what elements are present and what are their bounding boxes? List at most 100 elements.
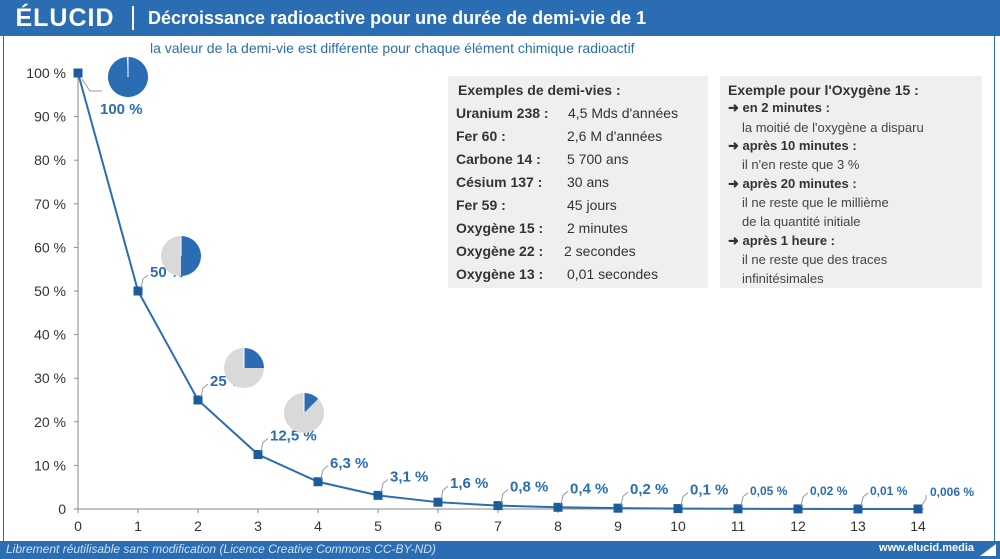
elucid-logo: ÉLUCID <box>15 4 115 32</box>
site-link[interactable]: www.elucid.media <box>879 542 974 554</box>
data-label: 0,8 % <box>510 479 548 496</box>
y-tick-label: 10 % <box>34 457 66 473</box>
x-tick-label: 4 <box>314 518 322 534</box>
data-label: 6,3 % <box>330 455 368 472</box>
pie-fraction-slice <box>304 393 319 413</box>
x-tick-label: 14 <box>910 518 926 534</box>
label-leader <box>500 489 509 503</box>
x-tick-label: 13 <box>850 518 866 534</box>
header-divider <box>132 6 134 30</box>
oxygen-15-example-panel: Exemple pour l'Oxygène 15 : ➜ en 2 minut… <box>720 76 982 288</box>
oxygen-step: ➜ après 10 minutes : <box>728 138 857 153</box>
y-tick-label: 60 % <box>34 239 66 255</box>
oxygen-step-text: il n'en reste que 3 % <box>742 157 860 172</box>
y-tick-label: 70 % <box>34 196 66 212</box>
x-tick-label: 1 <box>134 518 142 534</box>
x-tick-label: 5 <box>374 518 382 534</box>
example-value: 4,5 Mds d'années <box>568 105 679 121</box>
label-leader <box>740 492 749 506</box>
data-point <box>553 502 563 512</box>
example-value: 2 minutes <box>567 220 628 236</box>
example-value: 2 secondes <box>564 243 636 259</box>
example-value: 30 ans <box>567 174 610 190</box>
oxygen-step-text: infinitésimales <box>742 271 824 286</box>
example-element: Carbone 14 : <box>456 151 541 167</box>
label-leader <box>140 274 149 289</box>
data-point <box>373 490 383 500</box>
x-tick-label: 10 <box>670 518 686 534</box>
data-label: 3,1 % <box>390 468 428 485</box>
example-value: 2,6 M d'années <box>567 128 663 144</box>
data-point <box>493 501 503 511</box>
data-point <box>253 450 263 459</box>
pie-fraction-slice <box>181 236 201 276</box>
example-element: Oxygène 22 : <box>456 243 544 259</box>
data-label: 0,05 % <box>750 484 788 498</box>
y-tick-label: 30 % <box>34 370 66 386</box>
oxygen-step: ➜ après 20 minutes : <box>728 176 857 191</box>
x-tick-label: 12 <box>790 518 806 534</box>
data-point <box>433 497 443 507</box>
data-label: 0,02 % <box>810 484 848 498</box>
example-value: 45 jours <box>567 197 617 213</box>
pie-fraction-slice <box>244 348 264 368</box>
data-point <box>793 504 803 514</box>
example-element: Césium 137 : <box>456 174 543 190</box>
data-label: 0,1 % <box>690 482 728 499</box>
data-label: 0,4 % <box>570 480 608 497</box>
label-leader <box>320 465 329 479</box>
data-point <box>733 504 743 514</box>
data-point <box>913 504 923 514</box>
oxygen-step-text: il ne reste que des traces <box>742 252 888 267</box>
x-tick-label: 3 <box>254 518 262 534</box>
oxygen-step: ➜ en 2 minutes : <box>728 100 830 115</box>
footer-bar: Librement réutilisable sans modification… <box>0 541 1000 559</box>
oxygen-heading: Exemple pour l'Oxygène 15 : <box>728 82 919 98</box>
half-life-examples-panel: Exemples de demi-vies : Uranium 238 : 4,5… <box>448 76 708 288</box>
y-tick-label: 20 % <box>34 414 66 430</box>
data-label: 1,6 % <box>450 475 488 492</box>
label-leader <box>380 478 389 493</box>
label-leader <box>81 78 102 92</box>
x-tick-label: 2 <box>194 518 202 534</box>
x-tick-label: 11 <box>731 518 746 534</box>
label-leader <box>680 492 689 506</box>
data-point <box>673 504 683 514</box>
example-value: 5 700 ans <box>567 151 629 167</box>
x-tick-label: 8 <box>554 518 562 534</box>
x-tick-label: 9 <box>614 518 622 534</box>
y-tick-label: 80 % <box>34 152 66 168</box>
data-point <box>313 477 323 487</box>
label-leader <box>440 485 449 500</box>
x-tick-label: 0 <box>74 518 82 534</box>
y-tick-label: 50 % <box>34 283 66 299</box>
oxygen-step: ➜ après 1 heure : <box>728 233 835 248</box>
data-point <box>613 503 623 513</box>
examples-heading: Exemples de demi-vies : <box>458 82 621 98</box>
label-leader <box>560 490 569 505</box>
x-tick-label: 7 <box>494 518 502 534</box>
y-tick-label: 100 % <box>26 65 66 81</box>
oxygen-step-text: de la quantité initiale <box>742 214 861 229</box>
data-point <box>853 504 863 514</box>
y-tick-label: 90 % <box>34 109 66 125</box>
header-bar: ÉLUCID Décroissance radioactive pour une… <box>0 0 1000 36</box>
data-label: 0,01 % <box>870 484 908 498</box>
corner-mark-icon <box>980 544 996 556</box>
license-text: Librement réutilisable sans modification… <box>6 542 436 556</box>
example-element: Uranium 238 : <box>456 105 549 121</box>
chart-frame <box>3 36 995 541</box>
example-element: Fer 59 : <box>456 197 506 213</box>
chart-subtitle: la valeur de la demi-vie est différente … <box>150 40 635 56</box>
label-leader <box>260 438 269 452</box>
chart-title: Décroissance radioactive pour une durée … <box>148 8 647 28</box>
label-leader <box>921 494 927 506</box>
data-label: 0,2 % <box>630 481 668 498</box>
x-tick-label: 6 <box>434 518 442 534</box>
y-tick-label: 40 % <box>34 327 66 343</box>
data-point <box>193 395 203 405</box>
data-label: 0,006 % <box>930 485 974 499</box>
example-value: 0,01 secondes <box>567 266 659 282</box>
label-leader <box>620 491 629 506</box>
